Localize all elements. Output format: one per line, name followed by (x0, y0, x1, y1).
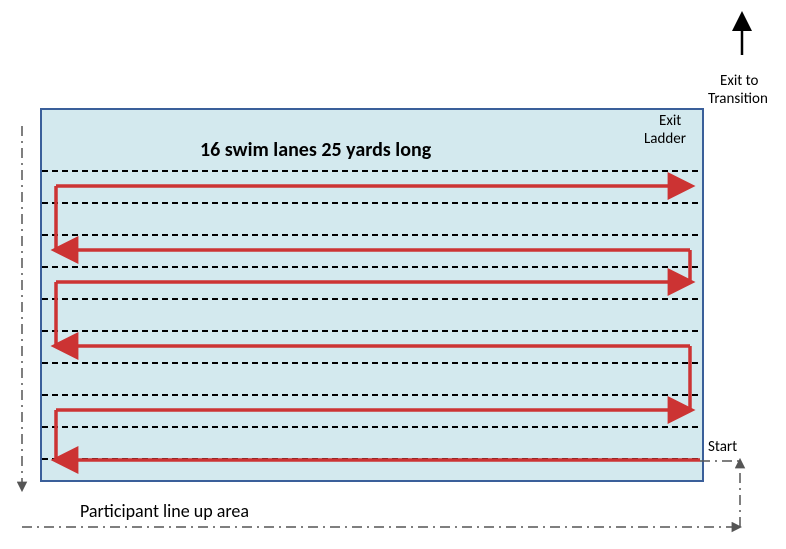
exit-to-label-1: Exit to (720, 72, 758, 90)
start-label: Start (708, 438, 737, 456)
pool-title: 16 swim lanes 25 yards long (200, 138, 431, 162)
exit-ladder-label-2: Ladder (644, 130, 686, 148)
exit-ladder-label-1: Exit (659, 112, 681, 130)
diagram-stage: 16 swim lanes 25 yards long Exit Ladder … (0, 0, 786, 549)
exit-to-label-2: Transition (708, 90, 768, 108)
bottom-label: Participant line up area (80, 500, 249, 522)
